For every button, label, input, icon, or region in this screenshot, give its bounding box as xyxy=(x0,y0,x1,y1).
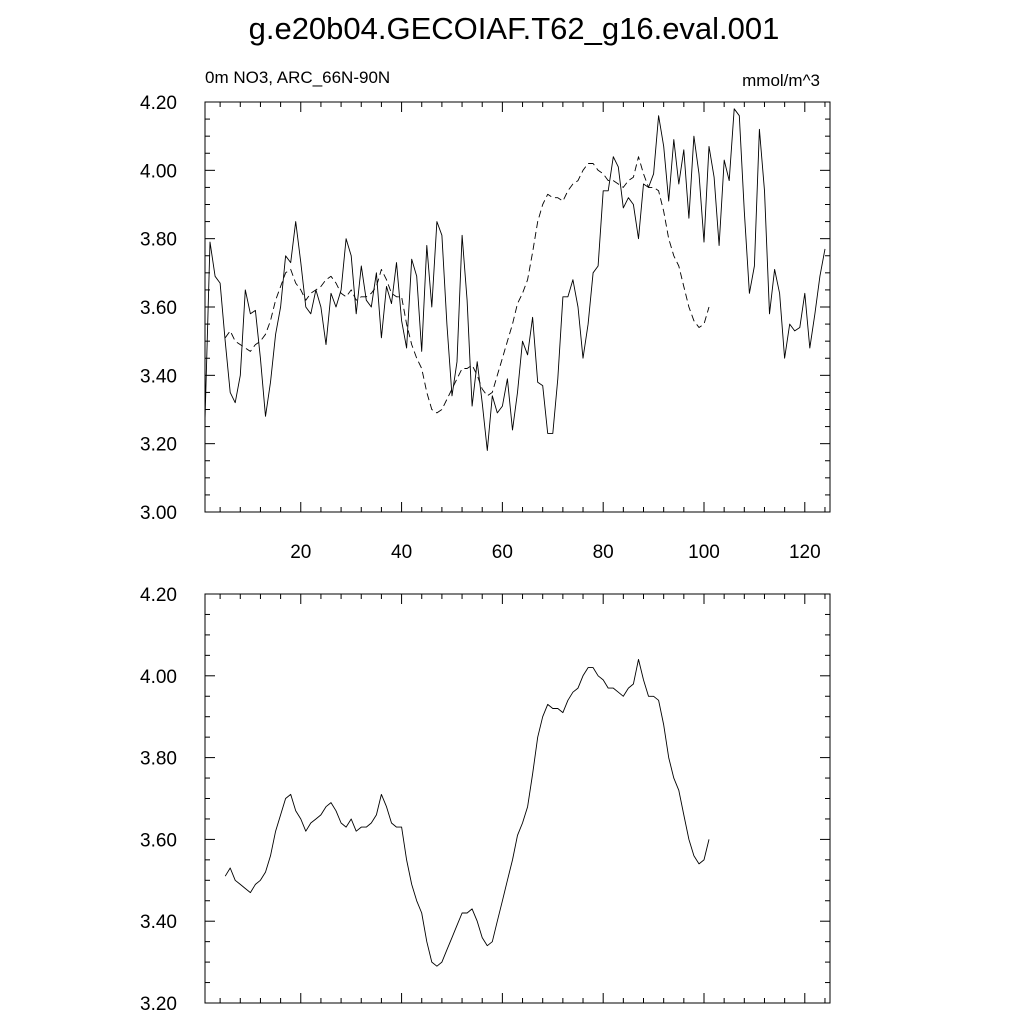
subtitle-left: 0m NO3, ARC_66N-90N xyxy=(205,68,390,87)
series-line xyxy=(224,658,710,967)
chart-title: g.e20b04.GECOIAF.T62_g16.eval.001 xyxy=(249,11,780,46)
y-tick-label: 3.80 xyxy=(140,230,177,251)
bottom-panel: 3.20 3.40 3.60 3.80 4.00 4.20 xyxy=(140,585,831,1015)
x-tick-label: 120 xyxy=(789,542,821,563)
plot-frame xyxy=(204,593,831,1004)
y-tick-label: 4.20 xyxy=(140,585,177,606)
x-tick-label: 20 xyxy=(290,542,311,563)
x-tick-label: 60 xyxy=(492,542,513,563)
y-tick-label: 3.40 xyxy=(140,366,177,387)
x-tick-label: 100 xyxy=(688,542,720,563)
plot-frame xyxy=(204,101,831,513)
y-tick-label: 3.20 xyxy=(140,435,177,456)
top-panel: 3.00 3.20 3.40 3.60 3.80 4.00 4.20 20 40 60 80 100 1… xyxy=(140,93,831,563)
y-tick-label: 3.00 xyxy=(140,503,177,524)
y-tick-label: 4.00 xyxy=(140,161,177,182)
y-tick-label: 3.60 xyxy=(140,298,177,319)
y-tick-label: 3.80 xyxy=(140,749,177,770)
subtitle-units: mmol/m^3 xyxy=(742,71,820,90)
y-tick-label: 3.40 xyxy=(140,912,177,933)
x-tick-label: 80 xyxy=(593,542,614,563)
series-line-smoothed xyxy=(224,156,710,414)
y-tick-label: 3.20 xyxy=(140,994,177,1015)
y-tick-label: 4.00 xyxy=(140,667,177,688)
y-tick-label: 4.20 xyxy=(140,93,177,114)
series-line xyxy=(204,108,826,451)
x-tick-label: 40 xyxy=(391,542,412,563)
y-tick-label: 3.60 xyxy=(140,830,177,851)
